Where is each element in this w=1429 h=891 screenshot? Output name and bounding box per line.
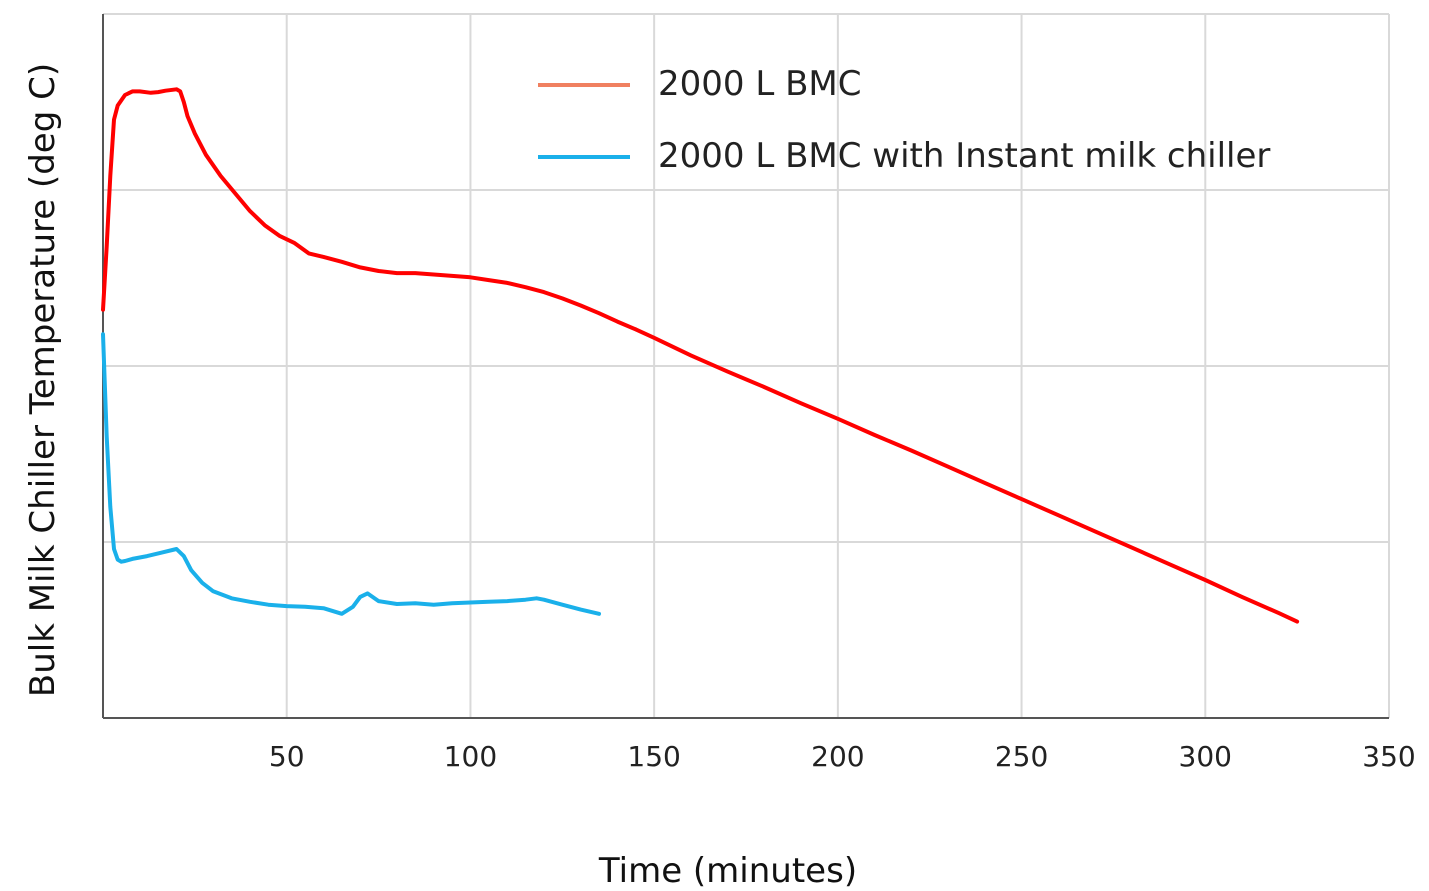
x-tick-label: 150 [627, 740, 680, 773]
x-tick-label: 100 [444, 740, 497, 773]
x-axis-title: Time (minutes) [598, 851, 857, 891]
series-lines [101, 87, 1300, 624]
series-line-instant-chiller [101, 332, 601, 616]
x-tick-label: 250 [995, 740, 1048, 773]
x-tick-labels: 50 100 150 200 250 300 350 [269, 740, 1416, 773]
series-line-2000l-bmc [101, 87, 1300, 624]
legend-label-2000l-bmc: 2000 L BMC [658, 64, 862, 104]
x-tick-label: 350 [1362, 740, 1415, 773]
x-tick-label: 300 [1179, 740, 1232, 773]
x-tick-label: 50 [269, 740, 305, 773]
x-tick-label: 200 [811, 740, 864, 773]
y-axis-title: Bulk Milk Chiller Temperature (deg C) [23, 63, 63, 697]
gridlines [103, 13, 1390, 718]
legend: 2000 L BMC 2000 L BMC with Instant milk … [538, 64, 1270, 176]
legend-label-instant-chiller: 2000 L BMC with Instant milk chiller [658, 136, 1270, 176]
